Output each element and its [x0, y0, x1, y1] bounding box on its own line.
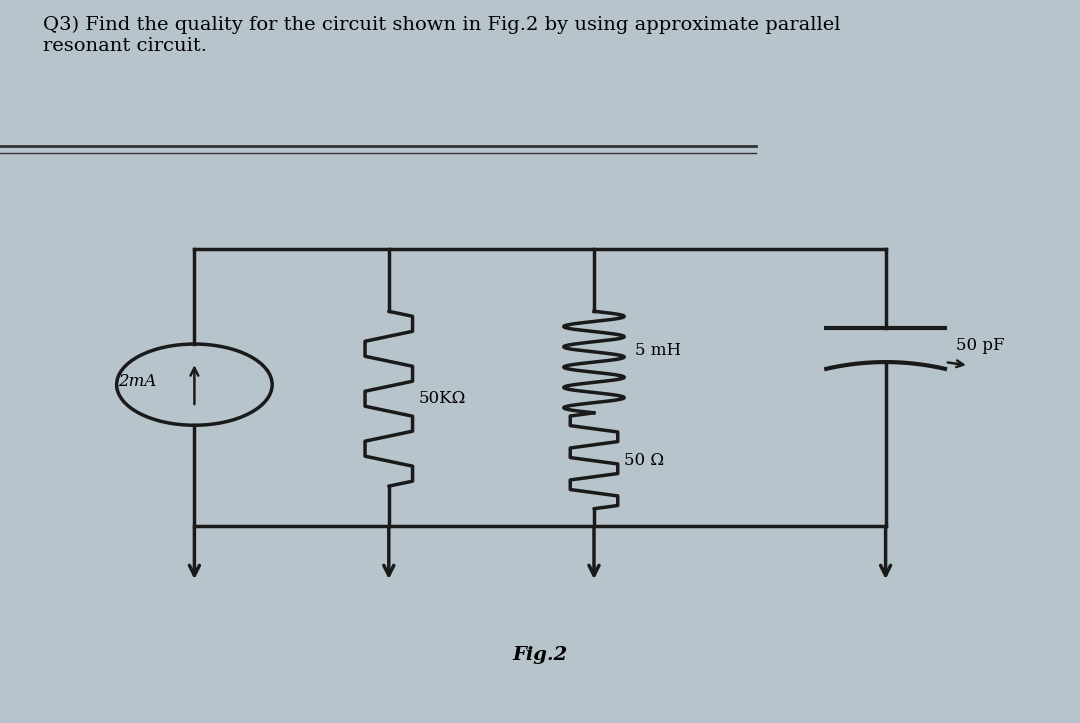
- Text: Fig.2: Fig.2: [512, 646, 568, 664]
- Text: 50 pF: 50 pF: [956, 337, 1004, 354]
- Text: 50 Ω: 50 Ω: [624, 453, 664, 469]
- Text: 5 mH: 5 mH: [635, 342, 681, 359]
- Text: Q3) Find the quality for the circuit shown in Fig.2 by using approximate paralle: Q3) Find the quality for the circuit sho…: [43, 16, 840, 55]
- Text: 50KΩ: 50KΩ: [419, 390, 467, 407]
- Text: 2mA: 2mA: [118, 373, 157, 390]
